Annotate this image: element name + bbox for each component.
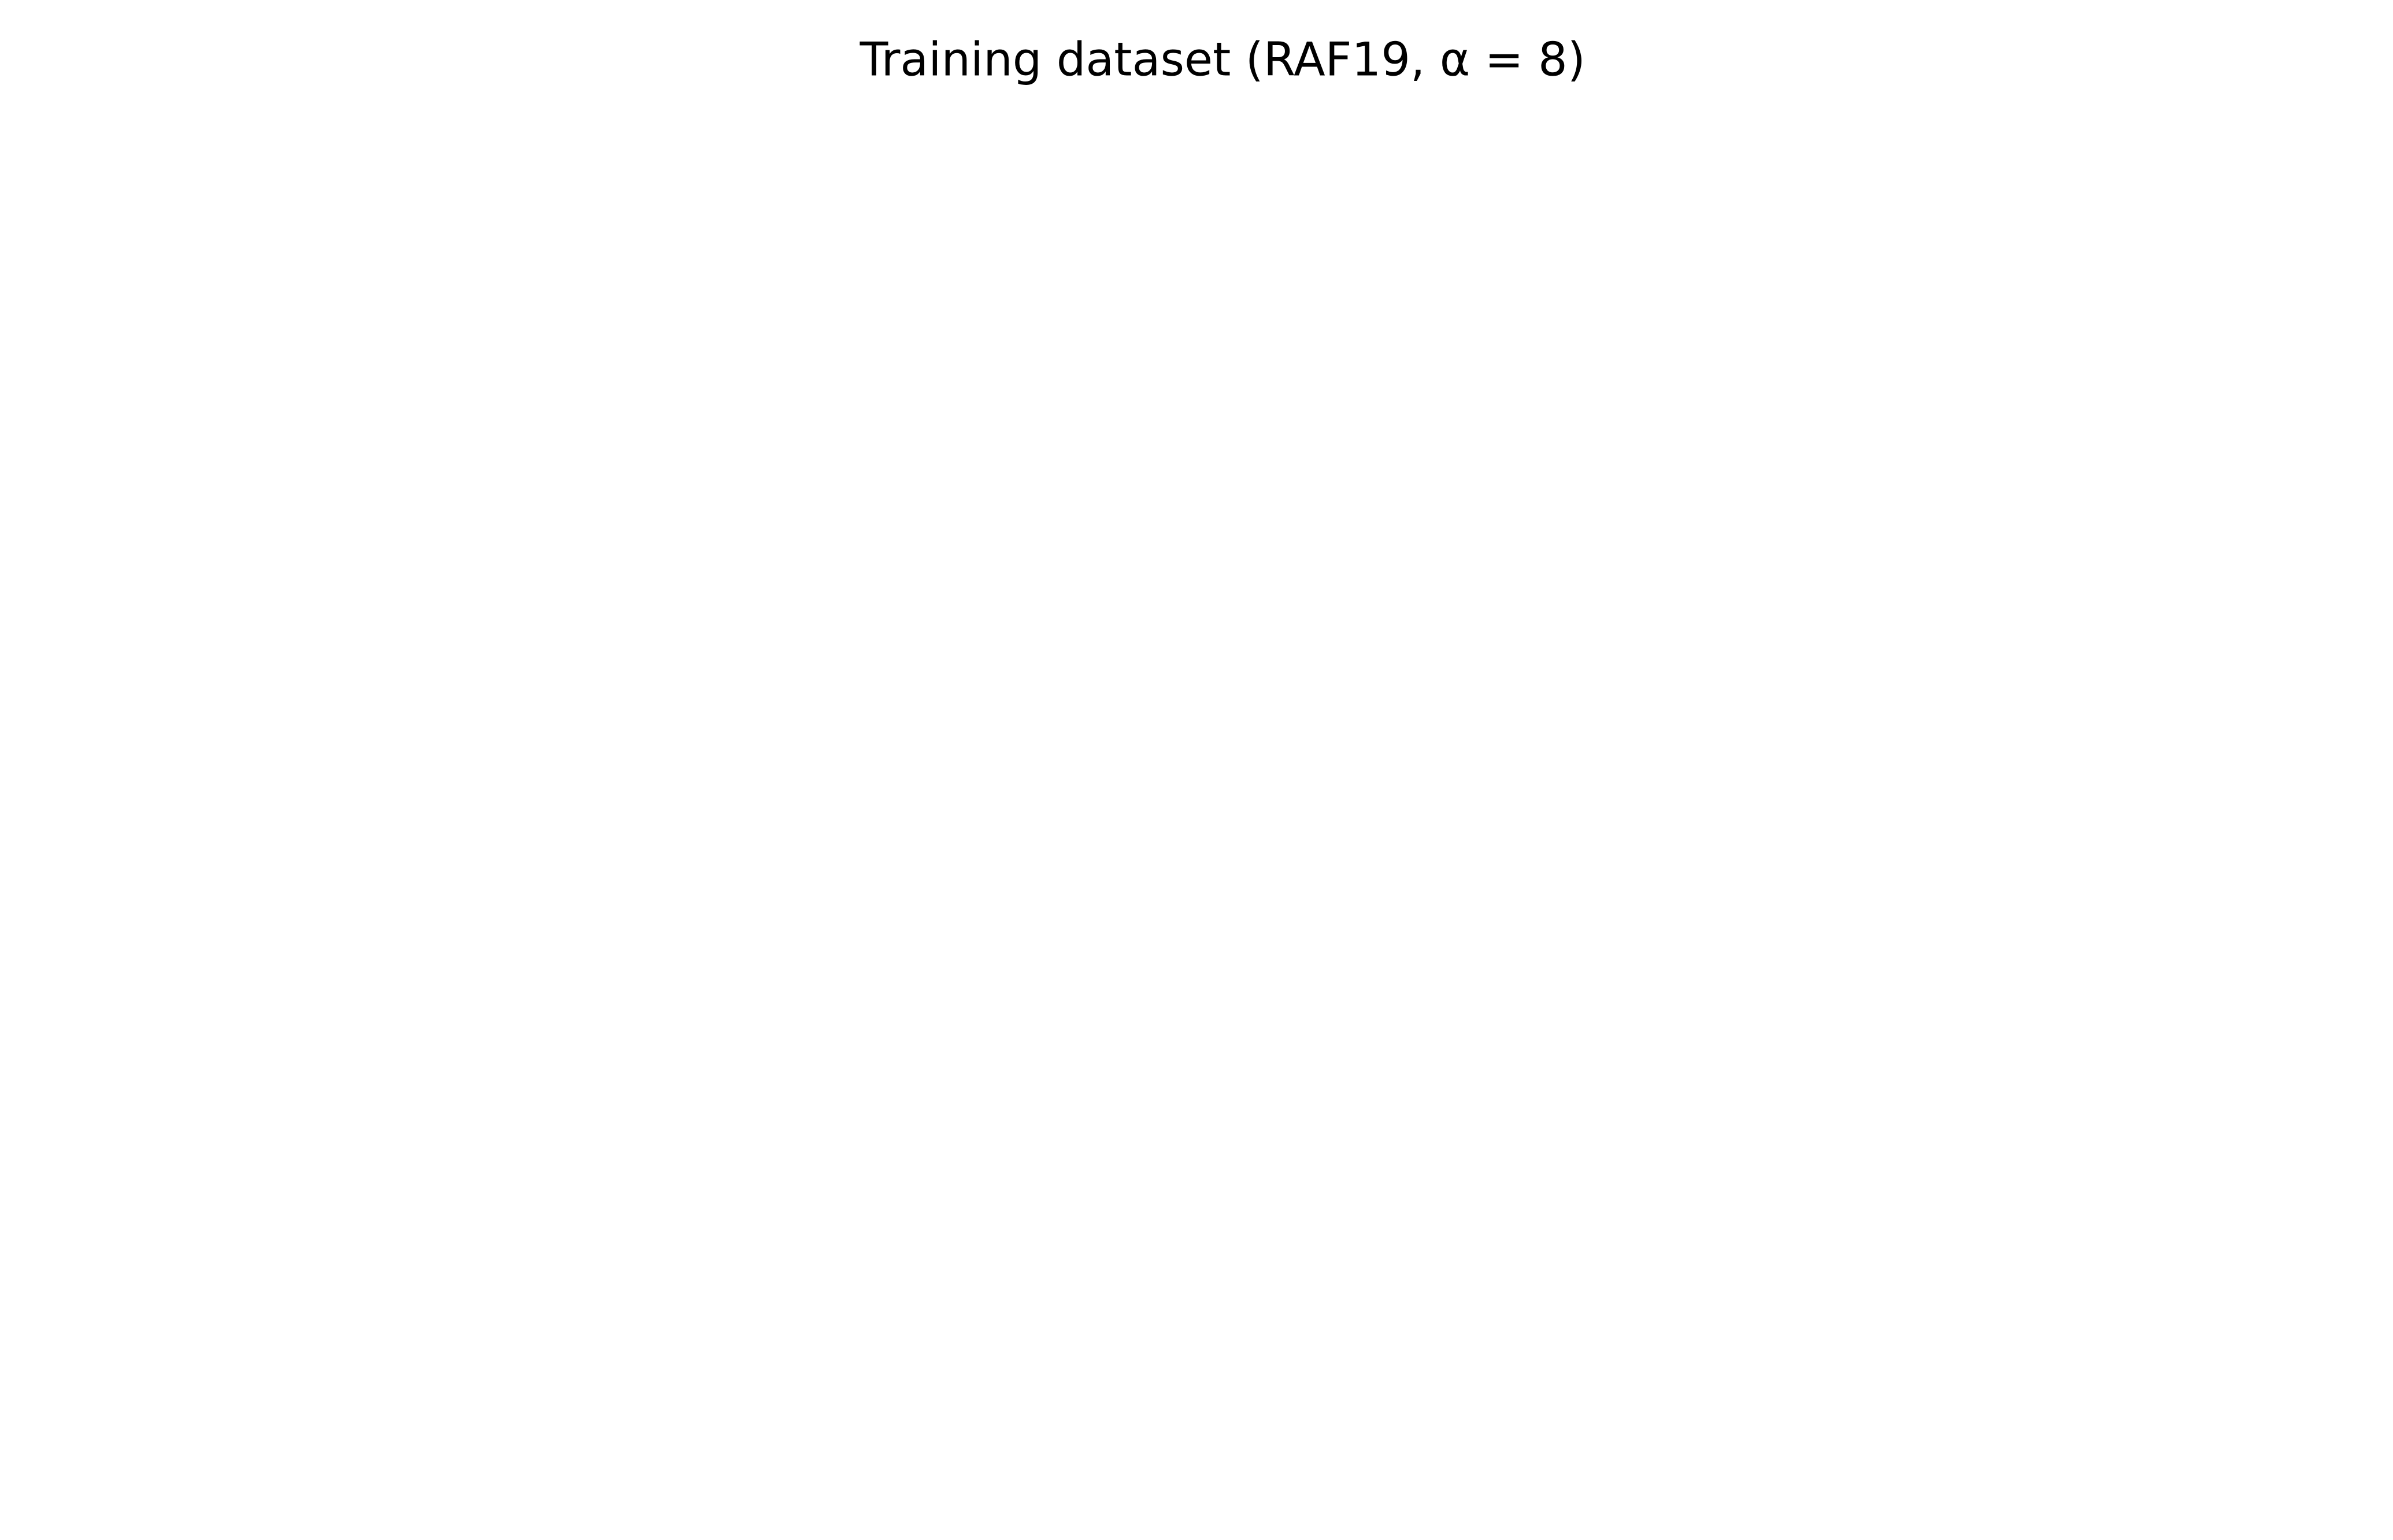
figure-title: Training dataset (RAF19, α = 8) — [860, 32, 1586, 86]
